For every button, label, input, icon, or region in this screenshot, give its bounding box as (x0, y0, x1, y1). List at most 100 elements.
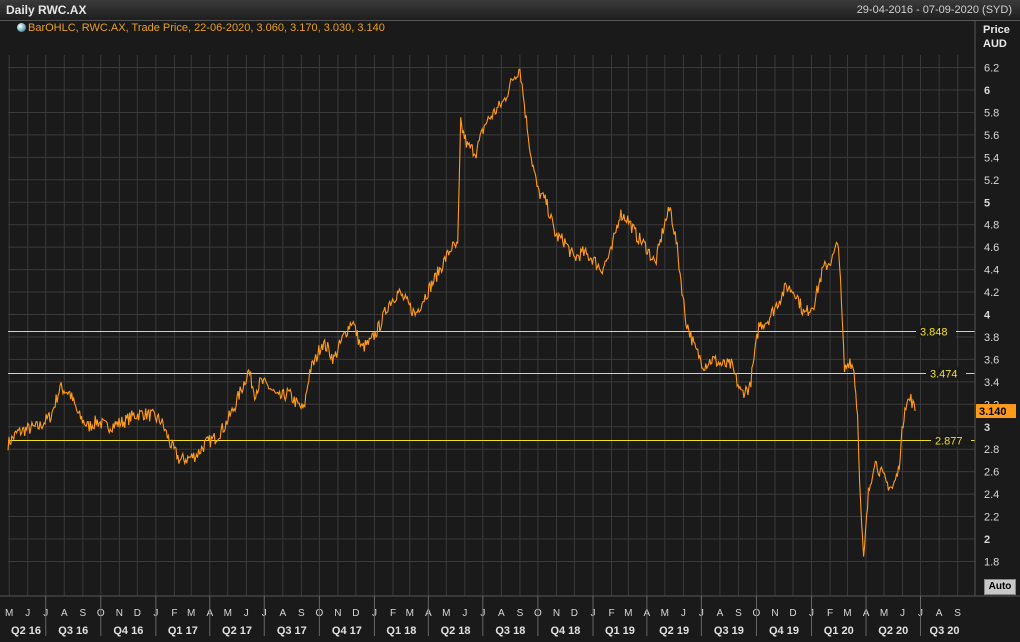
x-month-label: J (900, 608, 905, 619)
x-month-label: F (827, 608, 833, 619)
x-quarter-label: Q1 19 (605, 625, 635, 637)
x-quarter-label: Q1 20 (824, 625, 854, 637)
x-quarter-label: Q3 17 (277, 625, 307, 637)
x-month-label: M (661, 608, 669, 619)
x-quarter-label: Q4 16 (113, 625, 143, 637)
y-tick-label: 3.4 (984, 377, 999, 389)
x-month-label: D (571, 608, 578, 619)
x-quarter-label: Q3 20 (930, 625, 960, 637)
x-month-label: S (954, 608, 961, 619)
x-month-label: A (498, 608, 505, 619)
horizontal-line-label: 3.474 (930, 369, 958, 381)
series-legend[interactable]: BarOHLC, RWC.AX, Trade Price, 22-06-2020… (17, 22, 385, 34)
x-month-label: M (406, 608, 414, 619)
last-price-tag: 3.140 (976, 404, 1016, 419)
horizontal-line-label-bg (931, 434, 971, 447)
x-month-label: J (681, 608, 686, 619)
horizontal-line-label: 2.877 (935, 436, 963, 448)
x-quarter-label: Q3 19 (714, 625, 744, 637)
x-quarter-label: Q4 18 (550, 625, 580, 637)
x-month-label: S (517, 608, 524, 619)
x-month-label: N (771, 608, 778, 619)
x-month-label: S (298, 608, 305, 619)
x-axis: MJJASONDJFMAMJJASONDJFMAMJJASONDJFMAMJJA… (5, 596, 961, 637)
y-tick-label: 3.8 (984, 332, 999, 344)
x-month-label: M (5, 608, 13, 619)
x-month-label: A (717, 608, 724, 619)
date-range: 29-04-2016 - 07-09-2020 (SYD) (856, 4, 1012, 16)
globe-icon (17, 23, 26, 32)
horizontal-line-label: 3.848 (920, 327, 948, 339)
legend-text: BarOHLC, RWC.AX, Trade Price, 22-06-2020… (28, 22, 385, 34)
y-tick-label: 5.4 (984, 152, 999, 164)
y-tick-label: 4.6 (984, 242, 999, 254)
x-month-label: D (134, 608, 141, 619)
horizontal-line-label-bg (926, 367, 966, 380)
price-line (7, 68, 916, 557)
x-month-label: D (352, 608, 359, 619)
y-tick-label: 2.8 (984, 444, 999, 456)
last-price-tag-bg (976, 404, 1016, 419)
y-tick-label: 2.6 (984, 467, 999, 479)
x-month-label: D (789, 608, 796, 619)
y-tick-label: 3.6 (984, 354, 999, 366)
x-month-label: M (224, 608, 232, 619)
last-price-label: 3.140 (979, 406, 1007, 418)
x-month-label: M (187, 608, 195, 619)
y-tick-label: 4 (984, 310, 991, 322)
y-tick-label: 5.2 (984, 175, 999, 187)
y-tick-label: 3 (984, 422, 990, 434)
y-tick-label: 5.8 (984, 107, 999, 119)
x-quarter-label: Q3 16 (58, 625, 88, 637)
x-quarter-label: Q2 20 (878, 625, 908, 637)
y-tick-label: 4.2 (984, 287, 999, 299)
x-quarter-label: Q1 17 (168, 625, 198, 637)
x-month-label: M (442, 608, 450, 619)
x-quarter-label: Q3 18 (495, 625, 525, 637)
y-tick-label: 5.6 (984, 130, 999, 142)
x-month-label: N (553, 608, 560, 619)
y-tick-label: 2.4 (984, 489, 999, 501)
x-month-label: J (244, 608, 249, 619)
x-quarter-label: Q1 18 (386, 625, 416, 637)
grid-lines (8, 55, 975, 596)
x-month-label: S (735, 608, 742, 619)
x-quarter-label: Q2 17 (222, 625, 252, 637)
price-series (7, 68, 916, 557)
y-tick-label: 6.2 (984, 63, 999, 75)
x-month-label: N (116, 608, 123, 619)
x-quarter-label: Q2 16 (11, 625, 41, 637)
x-month-label: M (624, 608, 632, 619)
y-axis-title-price: Price (983, 24, 1010, 36)
x-month-label: M (880, 608, 888, 619)
y-tick-label: 2.2 (984, 512, 999, 524)
window-titlebar: Daily RWC.AX 29-04-2016 - 07-09-2020 (SY… (0, 0, 1020, 21)
x-month-label: F (171, 608, 177, 619)
x-month-label: J (462, 608, 467, 619)
auto-scale-button[interactable]: Auto (984, 579, 1016, 595)
x-month-label: J (25, 608, 30, 619)
y-tick-label: 4.4 (984, 265, 999, 277)
y-tick-label: 4.8 (984, 220, 999, 232)
x-month-label: A (279, 608, 286, 619)
x-month-label: A (61, 608, 68, 619)
x-month-label: F (608, 608, 614, 619)
x-quarter-label: Q4 17 (332, 625, 362, 637)
y-axis-title-currency: AUD (983, 38, 1007, 50)
y-tick-label: 6 (984, 85, 990, 97)
horizontal-line-label-bg (916, 325, 956, 338)
y-tick-label: 1.8 (984, 556, 999, 568)
x-quarter-label: Q2 19 (659, 625, 689, 637)
y-tick-label: 5 (984, 197, 990, 209)
x-month-label: F (390, 608, 396, 619)
x-quarter-label: Q2 18 (441, 625, 471, 637)
horizontal-lines[interactable]: 3.848 3.474 2.877 (8, 325, 975, 448)
x-quarter-label: Q4 19 (769, 625, 799, 637)
x-month-label: M (843, 608, 851, 619)
y-tick-label: 2 (984, 534, 990, 546)
x-month-label: S (80, 608, 87, 619)
chart-title: Daily RWC.AX (6, 3, 87, 17)
x-month-label: N (334, 608, 341, 619)
x-month-label: A (936, 608, 943, 619)
